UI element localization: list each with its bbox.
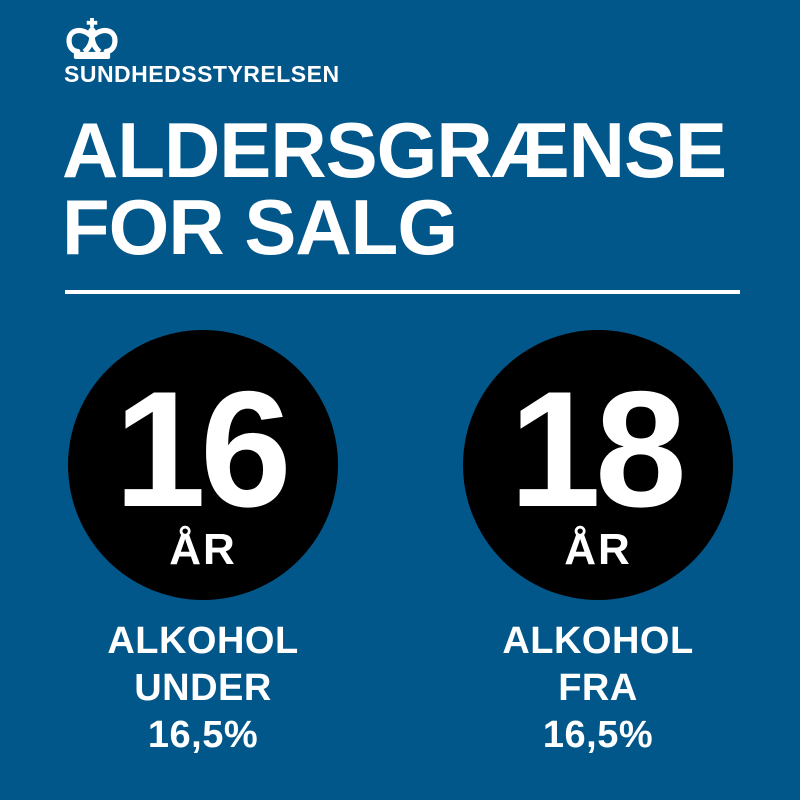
- age-badge-16: 16 ÅR: [68, 330, 338, 600]
- logo-wordmark: SUNDHEDSSTYRELSEN: [64, 61, 340, 87]
- page-title-line-1: ALDERSGRÆNSE: [62, 106, 727, 194]
- age-badge-18: 18 ÅR: [463, 330, 733, 600]
- age-value: 18: [509, 357, 687, 541]
- badge-caption-16: ALKOHOL UNDER 16,5%: [68, 618, 338, 759]
- age-unit: ÅR: [169, 525, 237, 574]
- caption-line: FRA: [558, 667, 638, 709]
- title-divider: [65, 290, 740, 294]
- age-unit: ÅR: [564, 525, 632, 574]
- crown-icon: [65, 18, 119, 60]
- caption-line: 16,5%: [542, 714, 654, 756]
- page-title-line-2: FOR SALG: [62, 183, 458, 271]
- badge-caption-18: ALKOHOL FRA 16,5%: [463, 618, 733, 759]
- caption-line: 16,5%: [147, 714, 259, 756]
- caption-line: UNDER: [134, 667, 272, 709]
- page-title: ALDERSGRÆNSE FOR SALG: [62, 106, 727, 271]
- age-value: 16: [114, 357, 292, 541]
- caption-line: ALKOHOL: [107, 620, 299, 662]
- caption-line: ALKOHOL: [502, 620, 694, 662]
